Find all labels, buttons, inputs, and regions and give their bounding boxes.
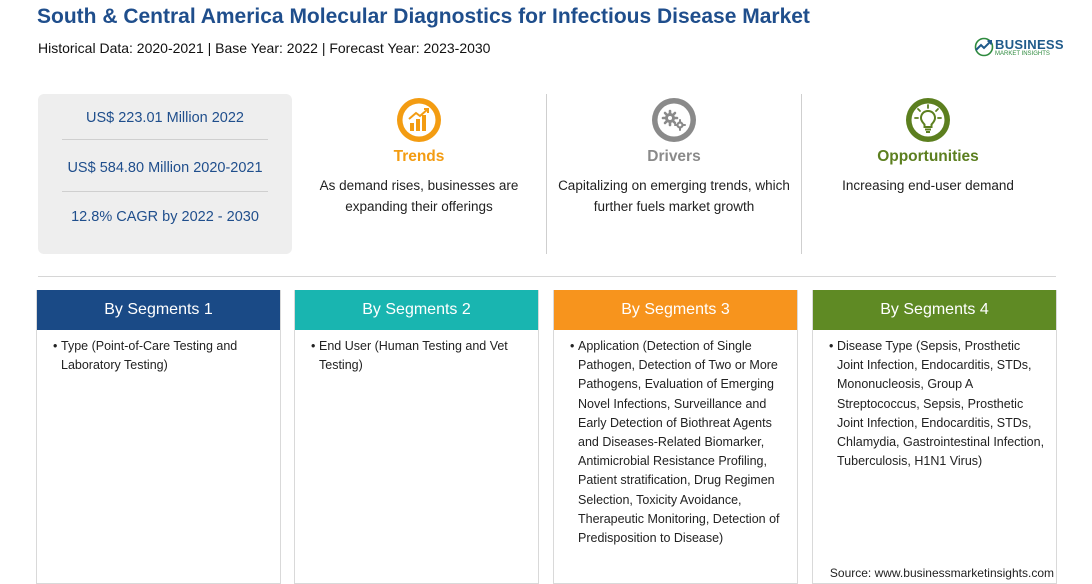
column-divider bbox=[801, 94, 802, 254]
bullet-icon: • bbox=[53, 339, 58, 353]
segment-header-3: By Segments 3 bbox=[554, 290, 797, 330]
segment-text-3: Application (Detection of Single Pathoge… bbox=[578, 339, 780, 546]
stat-market-size-2022: US$ 223.01 Million 2022 bbox=[86, 110, 244, 126]
lightbulb-icon bbox=[906, 98, 950, 142]
feature-title-opportunities: Opportunities bbox=[877, 148, 979, 165]
brand-logo: BUSINESS MARKET INSIGHTS bbox=[974, 36, 1064, 60]
segment-body-1: • Type (Point-of-Care Testing and Labora… bbox=[37, 330, 280, 375]
logo-name: BUSINESS bbox=[995, 37, 1064, 52]
logo-tagline: MARKET INSIGHTS bbox=[995, 51, 1050, 57]
section-divider bbox=[38, 276, 1056, 277]
bullet-icon: • bbox=[570, 339, 575, 353]
feature-text-opportunities: Increasing end-user demand bbox=[842, 178, 1014, 193]
segment-card-2: By Segments 2 • End User (Human Testing … bbox=[294, 290, 539, 584]
segment-body-4: • Disease Type (Sepsis, Prosthetic Joint… bbox=[813, 330, 1056, 471]
segment-header-1: By Segments 1 bbox=[37, 290, 280, 330]
logo-globe-icon bbox=[974, 37, 994, 57]
feature-title-trends: Trends bbox=[393, 148, 445, 165]
feature-opportunities: Opportunities Increasing end-user demand bbox=[803, 96, 1053, 196]
stat-cagr: 12.8% CAGR by 2022 - 2030 bbox=[71, 209, 259, 225]
gears-icon bbox=[652, 98, 696, 142]
stat-divider bbox=[62, 191, 268, 192]
market-stats-card: US$ 223.01 Million 2022 US$ 584.80 Milli… bbox=[38, 94, 292, 254]
segment-text-1: Type (Point-of-Care Testing and Laborato… bbox=[61, 339, 238, 373]
feature-text-trends: As demand rises, businesses are expandin… bbox=[319, 178, 519, 214]
source-credit: Source: www.businessmarketinsights.com bbox=[829, 566, 1054, 580]
segment-card-1: By Segments 1 • Type (Point-of-Care Test… bbox=[36, 290, 281, 584]
segment-body-3: • Application (Detection of Single Patho… bbox=[554, 330, 797, 548]
feature-title-drivers: Drivers bbox=[647, 148, 701, 165]
segment-text-4: Disease Type (Sepsis, Prosthetic Joint I… bbox=[837, 339, 1045, 469]
page-title: South & Central America Molecular Diagno… bbox=[37, 5, 810, 28]
segment-header-2: By Segments 2 bbox=[295, 290, 538, 330]
page-subtitle: Historical Data: 2020-2021 | Base Year: … bbox=[38, 40, 491, 56]
feature-trends: Trends As demand rises, businesses are e… bbox=[294, 96, 544, 217]
segment-text-2: End User (Human Testing and Vet Testing) bbox=[319, 339, 508, 373]
stat-market-size-historical: US$ 584.80 Million 2020-2021 bbox=[67, 160, 263, 176]
segment-card-3: By Segments 3 • Application (Detection o… bbox=[553, 290, 798, 584]
feature-text-drivers: Capitalizing on emerging trends, which f… bbox=[558, 178, 790, 214]
segment-header-4: By Segments 4 bbox=[813, 290, 1056, 330]
stat-divider bbox=[62, 139, 268, 140]
growth-chart-icon bbox=[397, 98, 441, 142]
feature-drivers: Drivers Capitalizing on emerging trends,… bbox=[549, 96, 799, 217]
segment-body-2: • End User (Human Testing and Vet Testin… bbox=[295, 330, 538, 375]
bullet-icon: • bbox=[311, 339, 316, 353]
segment-card-4: By Segments 4 • Disease Type (Sepsis, Pr… bbox=[812, 290, 1057, 584]
column-divider bbox=[546, 94, 547, 254]
bullet-icon: • bbox=[829, 339, 834, 353]
